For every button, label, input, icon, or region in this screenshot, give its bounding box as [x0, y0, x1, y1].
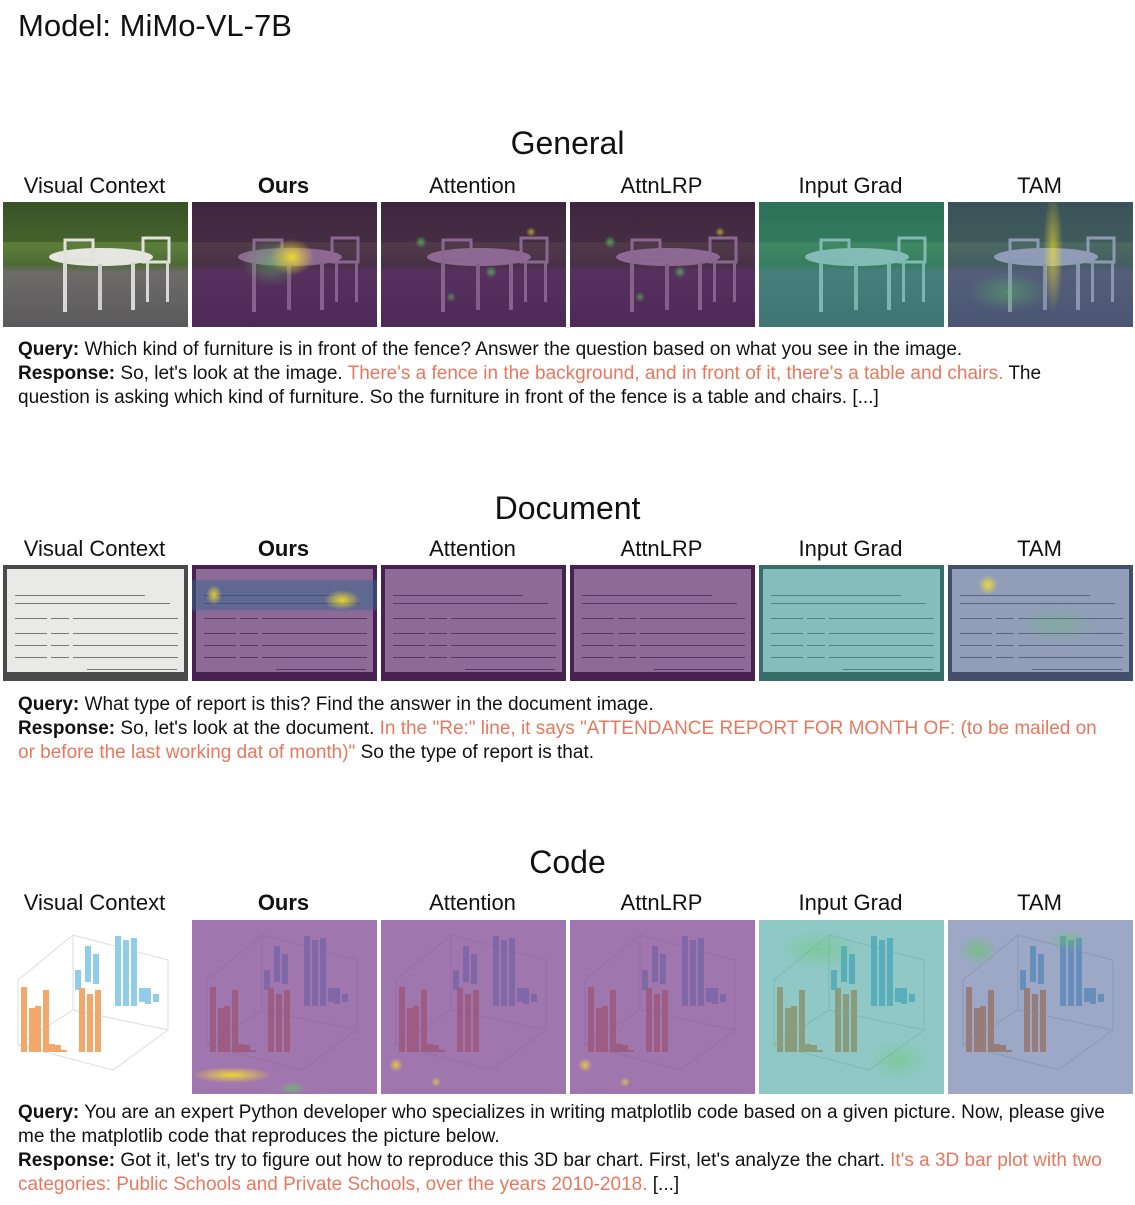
heatmap-overlay — [381, 565, 566, 681]
column-label-ours: Ours — [257, 173, 310, 198]
heatmap-overlay — [192, 920, 377, 1094]
attnlrp-heatmap-image — [570, 202, 755, 327]
response-text: So, let's look at the document. — [120, 718, 375, 739]
heatmap-overlay — [192, 202, 377, 327]
heatmap-overlay — [192, 565, 377, 681]
query-label: Query: — [18, 694, 80, 715]
column-label-attention: Attention — [429, 173, 516, 198]
column-label-input-grad: Input Grad — [798, 536, 903, 561]
query-text: You are an expert Python developer who s… — [18, 1102, 1105, 1147]
query-label: Query: — [18, 339, 80, 360]
model-title: Model: MiMo-VL-7B — [18, 8, 292, 43]
query-text: What type of report is this? Find the an… — [84, 694, 654, 715]
attention-heatmap-image — [381, 920, 566, 1094]
column-label-tam: TAM — [1017, 536, 1062, 561]
heatmap-overlay — [759, 920, 944, 1094]
heatmap-overlay — [570, 920, 755, 1094]
heatmap-overlay — [570, 202, 755, 327]
heatmap-overlay — [570, 565, 755, 681]
column-label-visual-context: Visual Context — [23, 890, 166, 915]
column-label-attnlrp: AttnLRP — [620, 890, 703, 915]
column-label-attnlrp: AttnLRP — [620, 173, 703, 198]
ours-heatmap-image — [192, 565, 377, 681]
response-continuation: So the type of report is that. — [360, 742, 595, 763]
response-continuation: The question is asking which kind of fur… — [18, 363, 1042, 408]
visual-context-image — [3, 202, 188, 327]
response-highlight: It's a 3D bar plot with two categories: … — [18, 1150, 1102, 1195]
input-grad-heatmap-image — [759, 202, 944, 327]
column-label-tam: TAM — [1017, 890, 1062, 915]
column-label-ours: Ours — [257, 890, 310, 915]
column-label-attention: Attention — [429, 536, 516, 561]
query: Query: You are an expert Python develope… — [18, 1101, 1116, 1149]
column-label-input-grad: Input Grad — [798, 173, 903, 198]
response-label: Response: — [18, 1150, 116, 1171]
query-response-text: Query: Which kind of furniture is in fro… — [18, 338, 1116, 410]
query: Query: What type of report is this? Find… — [18, 693, 1116, 717]
tam-heatmap-image — [948, 565, 1133, 681]
column-label-input-grad: Input Grad — [798, 890, 903, 915]
response-continuation: [...] — [652, 1174, 680, 1195]
query: Query: Which kind of furniture is in fro… — [18, 338, 1116, 362]
query-response-text: Query: You are an expert Python develope… — [18, 1101, 1116, 1197]
response-label: Response: — [18, 718, 116, 739]
column-label-tam: TAM — [1017, 173, 1062, 198]
response-highlight: In the "Re:" line, it says "ATTENDANCE R… — [18, 718, 1097, 763]
ours-heatmap-image — [192, 920, 377, 1094]
heatmap-overlay — [381, 920, 566, 1094]
query-response-text: Query: What type of report is this? Find… — [18, 693, 1116, 765]
attnlrp-heatmap-image — [570, 920, 755, 1094]
response-label: Response: — [18, 363, 116, 384]
response: Response: So, let's look at the document… — [18, 717, 1116, 765]
attention-heatmap-image — [381, 565, 566, 681]
section-title: General — [510, 125, 625, 161]
tam-heatmap-image — [948, 920, 1133, 1094]
column-label-ours: Ours — [257, 536, 310, 561]
tam-heatmap-image — [948, 202, 1133, 327]
column-label-visual-context: Visual Context — [23, 536, 166, 561]
heatmap-overlay — [948, 565, 1133, 681]
attnlrp-heatmap-image — [570, 565, 755, 681]
heatmap-overlay — [948, 920, 1133, 1094]
section-title: Code — [529, 844, 606, 880]
response-highlight: There's a fence in the background, and i… — [347, 363, 1004, 384]
response: Response: Got it, let's try to figure ou… — [18, 1149, 1116, 1197]
visual-context-image — [3, 565, 188, 681]
section-title: Document — [494, 490, 641, 526]
response-text: So, let's look at the image. — [120, 363, 343, 384]
heatmap-overlay — [381, 202, 566, 327]
column-label-attention: Attention — [429, 890, 516, 915]
column-label-attnlrp: AttnLRP — [620, 536, 703, 561]
response: Response: So, let's look at the image. T… — [18, 362, 1116, 410]
query-label: Query: — [18, 1102, 80, 1123]
ours-heatmap-image — [192, 202, 377, 327]
input-grad-heatmap-image — [759, 920, 944, 1094]
query-text: Which kind of furniture is in front of t… — [84, 339, 963, 360]
input-grad-heatmap-image — [759, 565, 944, 681]
visual-context-image — [3, 920, 188, 1094]
attention-heatmap-image — [381, 202, 566, 327]
column-label-visual-context: Visual Context — [23, 173, 166, 198]
heatmap-overlay — [759, 565, 944, 681]
heatmap-overlay — [948, 202, 1133, 327]
heatmap-overlay — [759, 202, 944, 327]
response-text: Got it, let's try to figure out how to r… — [120, 1150, 885, 1171]
